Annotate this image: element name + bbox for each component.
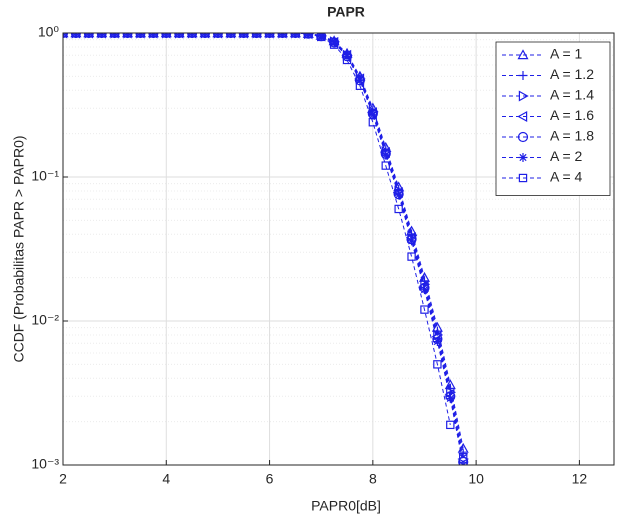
- y-tick-label: 10⁻²: [31, 312, 59, 328]
- chart-title: PAPR: [327, 4, 365, 20]
- marker: [517, 110, 528, 123]
- marker: [518, 173, 528, 183]
- x-tick-label: 2: [59, 471, 67, 487]
- marker: [342, 55, 352, 65]
- y-axis-label: CCDF (Probabilitas PAPR > PAPR0): [11, 135, 27, 362]
- marker: [329, 38, 339, 48]
- marker: [329, 40, 339, 49]
- marker: [174, 33, 184, 38]
- y-tick-label: 10⁰: [38, 24, 60, 40]
- marker: [136, 33, 145, 38]
- x-tick-label: 10: [468, 471, 484, 487]
- marker: [162, 33, 171, 38]
- y-tick-label: 10⁻¹: [31, 168, 59, 184]
- axes-box: [62, 32, 615, 466]
- x-tick-label: 6: [266, 471, 274, 487]
- legend-box: [495, 41, 611, 196]
- series-line: [63, 33, 464, 449]
- marker: [433, 360, 442, 369]
- marker: [123, 33, 132, 38]
- marker: [517, 131, 529, 143]
- marker: [420, 305, 429, 314]
- marker: [518, 153, 528, 162]
- marker: [518, 90, 529, 102]
- marker: [187, 33, 197, 38]
- marker: [368, 110, 378, 120]
- marker: [381, 150, 391, 160]
- marker: [304, 33, 313, 39]
- series-line: [63, 33, 464, 454]
- marker: [355, 75, 365, 85]
- legend-label: A = 2: [550, 148, 583, 164]
- marker: [239, 33, 248, 38]
- legend-label: A = 1.6: [550, 107, 594, 123]
- legend-label: A = 1: [550, 46, 583, 62]
- marker: [394, 204, 403, 214]
- marker: [446, 420, 455, 430]
- marker: [226, 33, 236, 38]
- marker: [518, 71, 528, 80]
- series: [63, 33, 455, 430]
- marker: [84, 33, 94, 38]
- marker: [97, 33, 106, 38]
- series-line: [63, 33, 451, 425]
- marker: [278, 33, 287, 38]
- marker: [291, 33, 300, 38]
- marker: [316, 33, 326, 41]
- marker: [71, 33, 81, 38]
- x-tick-label: 12: [572, 471, 588, 487]
- legend-label: A = 4: [550, 169, 583, 185]
- x-axis-label: PAPR0[dB]: [311, 498, 381, 514]
- marker: [445, 393, 455, 403]
- marker: [517, 49, 529, 60]
- legend-label: A = 1.4: [550, 87, 594, 103]
- marker: [407, 252, 416, 261]
- marker: [252, 33, 261, 38]
- marker: [458, 456, 469, 465]
- marker: [407, 236, 417, 246]
- marker: [213, 33, 223, 38]
- legend-label: A = 1.8: [550, 128, 594, 144]
- marker: [368, 118, 378, 127]
- marker: [419, 285, 429, 295]
- legend-label: A = 1.2: [550, 66, 594, 82]
- x-tick-label: 8: [369, 471, 377, 487]
- marker: [200, 33, 210, 38]
- x-tick-label: 4: [162, 471, 170, 487]
- marker: [355, 81, 365, 90]
- marker: [149, 33, 158, 38]
- marker: [394, 190, 404, 200]
- y-tick-label: 10⁻³: [31, 456, 59, 472]
- marker: [381, 161, 390, 170]
- marker: [432, 337, 442, 347]
- marker: [110, 33, 119, 38]
- marker: [265, 33, 274, 38]
